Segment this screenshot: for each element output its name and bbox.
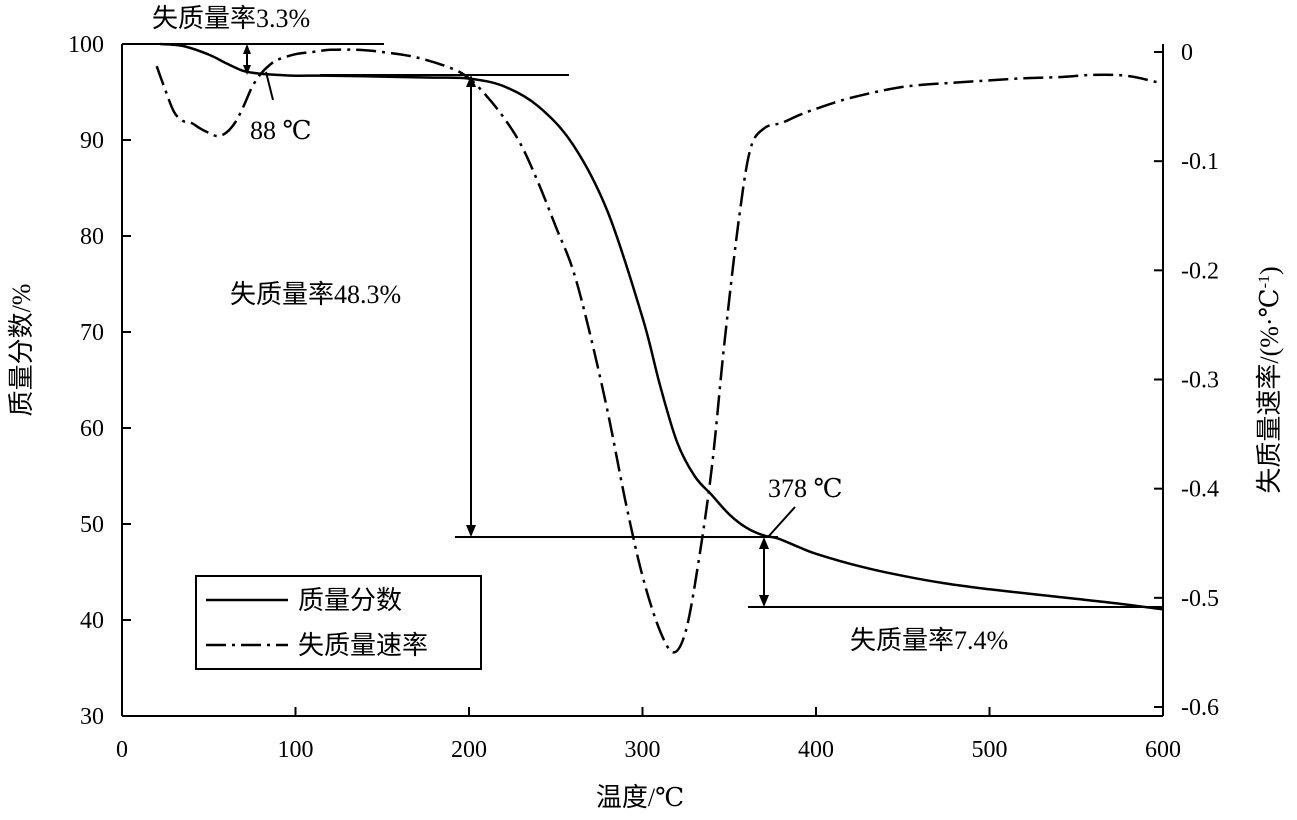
right-y-axis-ticks: 0 -0.1 -0.2 -0.3 -0.4 -0.5 -0.6 bbox=[1154, 40, 1219, 721]
left-y-tick-label: 90 bbox=[80, 128, 104, 154]
x-tick-label: 600 bbox=[1145, 737, 1181, 763]
annotation-mass-loss-1: 失质量率3.3% bbox=[152, 4, 310, 33]
right-y-axis-title-main: 失质量速率/(%·℃ bbox=[1255, 288, 1284, 493]
right-y-axis-title-sup: -1 bbox=[1256, 275, 1273, 288]
arrowheads bbox=[243, 44, 769, 607]
annotation-mass-loss-2: 失质量率48.3% bbox=[230, 280, 401, 309]
arrowhead-2-up bbox=[466, 75, 476, 87]
arrowhead-3-up bbox=[759, 537, 769, 549]
x-axis-title: 温度/℃ bbox=[596, 783, 684, 812]
right-y-tick-label: -0.5 bbox=[1181, 586, 1219, 612]
right-y-tick-label: -0.3 bbox=[1181, 368, 1219, 394]
legend: 质量分数 失质量速率 bbox=[195, 575, 482, 670]
right-y-tick-label: -0.2 bbox=[1181, 258, 1219, 284]
x-tick-label: 0 bbox=[116, 737, 128, 763]
right-y-axis-title-end: ) bbox=[1255, 266, 1284, 275]
leader-88c bbox=[265, 71, 274, 101]
arrowhead-3-down bbox=[759, 595, 769, 607]
right-y-tick-label: -0.4 bbox=[1181, 477, 1219, 503]
series-mass-loss-rate-line bbox=[155, 48, 1164, 654]
left-y-tick-label: 30 bbox=[80, 704, 104, 730]
x-tick-label: 100 bbox=[278, 737, 314, 763]
legend-label-mass-fraction: 质量分数 bbox=[298, 586, 402, 615]
left-y-tick-label: 80 bbox=[80, 224, 104, 250]
x-tick-label: 200 bbox=[451, 737, 487, 763]
right-y-tick-label: 0 bbox=[1181, 40, 1193, 66]
x-axis-ticks: 0 100 200 300 400 500 600 bbox=[116, 707, 1181, 763]
arrowhead-2-down bbox=[466, 525, 476, 537]
legend-label-mass-loss-rate: 失质量速率 bbox=[298, 631, 428, 660]
leader-378c bbox=[767, 506, 796, 538]
arrowhead-1-down bbox=[243, 65, 251, 75]
left-y-tick-label: 40 bbox=[80, 608, 104, 634]
right-y-axis-title: 失质量速率/(%·℃-1) bbox=[1255, 266, 1284, 493]
x-tick-label: 300 bbox=[625, 737, 661, 763]
left-y-tick-label: 70 bbox=[80, 320, 104, 346]
series-mass-fraction-line bbox=[160, 42, 1164, 611]
left-y-tick-label: 60 bbox=[80, 416, 104, 442]
annotation-mass-loss-3: 失质量率7.4% bbox=[850, 626, 1008, 655]
left-y-axis-title: 质量分数/% bbox=[7, 284, 36, 417]
left-y-axis-ticks: 30 40 50 60 70 80 90 100 bbox=[68, 32, 131, 730]
x-tick-label: 400 bbox=[798, 737, 834, 763]
left-y-tick-label: 100 bbox=[68, 32, 104, 58]
annotation-peak-88c: 88 ℃ bbox=[250, 116, 312, 145]
legend-box bbox=[195, 575, 482, 670]
x-tick-label: 500 bbox=[972, 737, 1008, 763]
right-y-tick-label: -0.6 bbox=[1181, 695, 1219, 721]
arrowhead-1-up bbox=[243, 44, 251, 54]
annotation-peak-378c: 378 ℃ bbox=[768, 474, 843, 503]
right-y-tick-label: -0.1 bbox=[1181, 149, 1219, 175]
left-y-tick-label: 50 bbox=[80, 512, 104, 538]
